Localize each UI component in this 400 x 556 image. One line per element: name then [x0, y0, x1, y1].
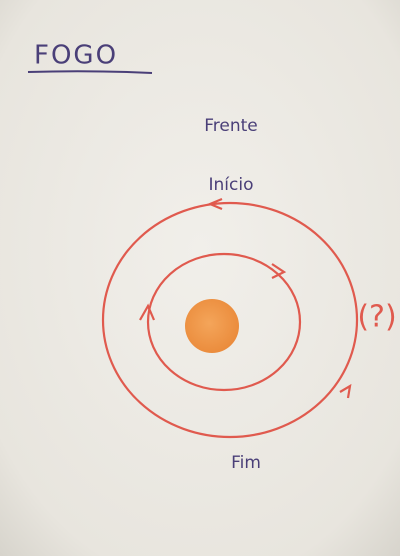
title: FOGO [34, 41, 118, 71]
label-end: Fim [231, 453, 261, 473]
photo: FOGO Frente Início (?) Fim [0, 0, 400, 556]
page: FOGO Frente Início (?) Fim (() => { cons… [0, 0, 400, 556]
label-top: Frente [204, 116, 258, 136]
label-side: (?) [357, 300, 396, 335]
sun [185, 299, 239, 353]
paper [0, 0, 400, 556]
label-start: Início [209, 175, 254, 195]
